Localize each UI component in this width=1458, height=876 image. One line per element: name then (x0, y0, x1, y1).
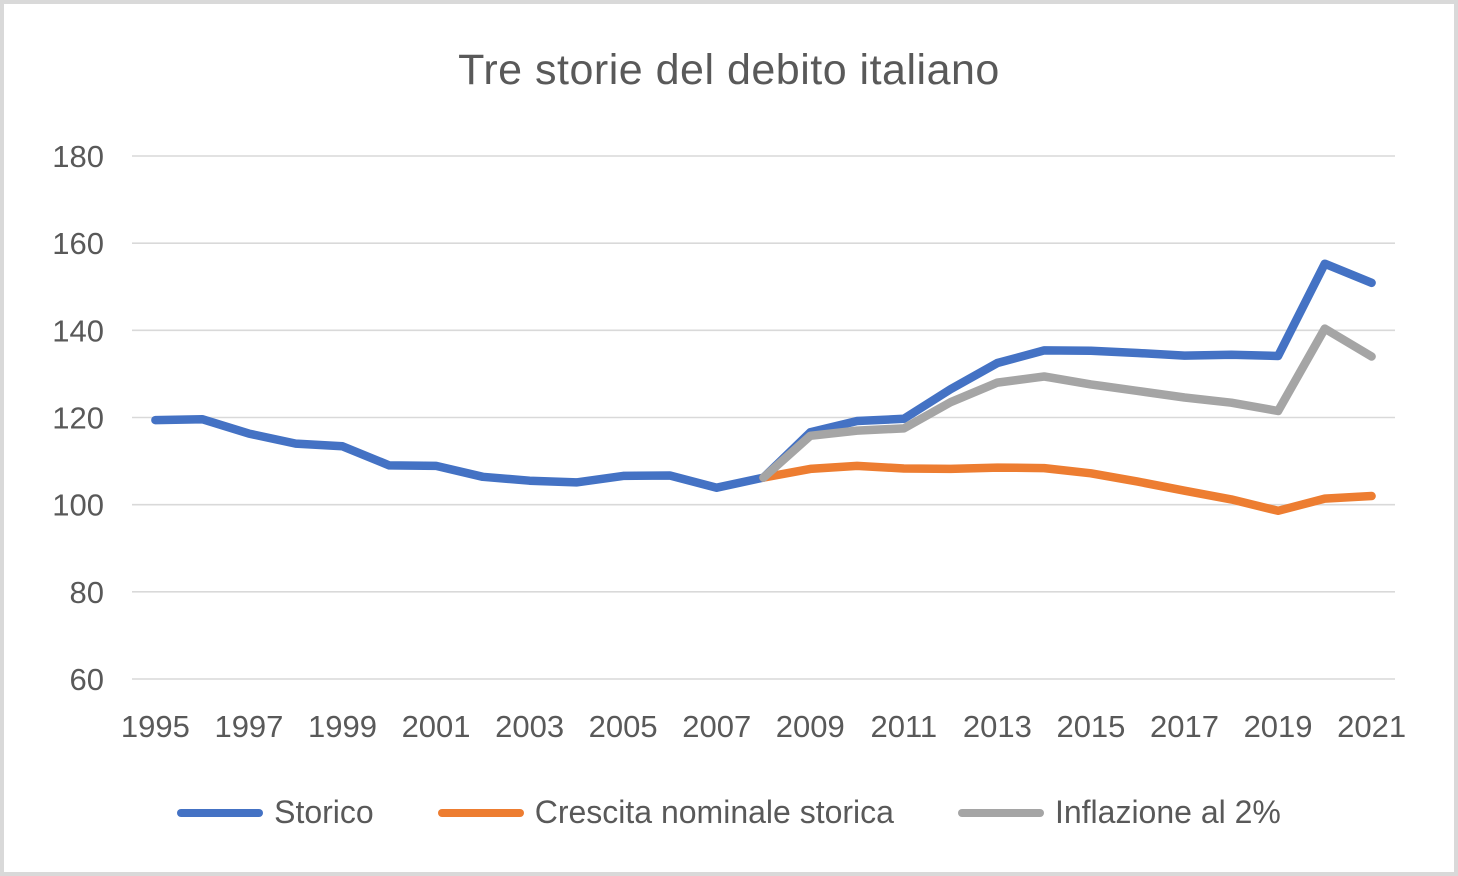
y-tick-label: 180 (52, 139, 104, 174)
legend-label: Inflazione al 2% (1054, 794, 1281, 830)
legend-item-storico: Storico (177, 794, 374, 831)
y-tick-label: 140 (52, 313, 104, 348)
x-tick-label: 1995 (121, 709, 190, 744)
y-tick-label: 100 (52, 488, 104, 523)
chart-legend: Storico Crescita nominale storica Inflazio… (4, 794, 1454, 831)
x-tick-label: 2021 (1337, 709, 1406, 744)
legend-item-crescita-nominale-storica: Crescita nominale storica (437, 794, 894, 831)
chart-title: Tre storie del debito italiano (458, 46, 1000, 94)
x-tick-label: 2015 (1056, 709, 1125, 744)
x-tick-label: 2009 (776, 709, 845, 744)
legend-label: Crescita nominale storica (534, 794, 894, 830)
y-tick-label: 120 (52, 401, 104, 436)
x-tick-label: 2007 (682, 709, 751, 744)
legend-swatch-icon (437, 808, 524, 817)
x-tick-label: 1997 (214, 709, 283, 744)
line-chart-plot-area: 60 80 100 120 140 160 180 1995 1997 1999 2001 2003 2… (52, 139, 1406, 744)
x-tick-label: 2011 (870, 709, 937, 744)
y-tick-label: 80 (70, 575, 104, 610)
x-tick-label: 2013 (963, 709, 1032, 744)
series-line-storico (151, 259, 1376, 492)
x-tick-label: 2017 (1150, 709, 1219, 744)
legend-item-inflazione-al-2-: Inflazione al 2% (957, 794, 1281, 831)
legend-swatch-icon (177, 808, 264, 817)
y-tick-label: 60 (70, 662, 104, 697)
series-line-crescita-nominale-storica (759, 461, 1376, 516)
y-tick-label: 160 (52, 226, 104, 261)
x-tick-label: 2003 (495, 709, 564, 744)
x-tick-label: 2001 (402, 709, 471, 744)
series-line-inflazione-al-2- (759, 324, 1376, 482)
x-tick-label: 2019 (1244, 709, 1313, 744)
x-tick-label: 2005 (589, 709, 658, 744)
legend-label: Storico (274, 794, 374, 830)
legend-swatch-icon (957, 808, 1044, 817)
x-tick-label: 1999 (308, 709, 377, 744)
